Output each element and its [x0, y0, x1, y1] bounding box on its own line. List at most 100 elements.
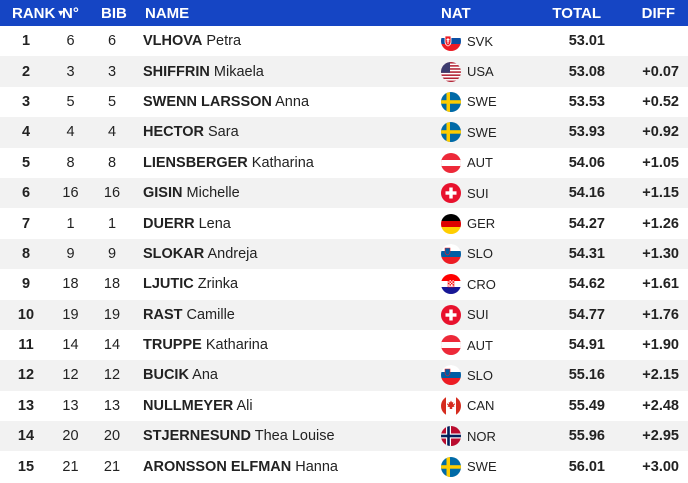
table-row[interactable]: 2 3 3 SHIFFRIN Mikaela USA 53.08 +0.07 [0, 56, 688, 87]
number-cell: 21 [62, 458, 79, 475]
athlete-name-cell[interactable]: TRUPPE Katharina [135, 337, 441, 353]
athlete-name-cell[interactable]: DUERR Lena [135, 216, 441, 232]
table-row[interactable]: 12 12 12 BUCIK Ana SLO 55.16 +2.15 [0, 360, 688, 391]
diff-cell: +3.00 [642, 458, 679, 475]
nation-cell: GER [441, 213, 521, 234]
nat-column-header[interactable]: NAT [441, 4, 471, 22]
athlete-firstname: Katharina [251, 154, 314, 171]
number-cell: 3 [66, 63, 75, 80]
usa-flag-icon [441, 61, 461, 82]
nor-flag-icon [441, 426, 461, 447]
table-row[interactable]: 15 21 21 ARONSSON ELFMAN Hanna SWE 56.01 +3.00 [0, 451, 688, 481]
diff-cell: +1.90 [642, 337, 679, 354]
table-row[interactable]: 1 6 6 VLHOVA Petra SVK 53.01 [0, 26, 688, 56]
athlete-name-cell[interactable]: SHIFFRIN Mikaela [135, 64, 441, 80]
diff-cell: +1.30 [642, 245, 679, 262]
table-row[interactable]: 13 13 13 NULLMEYER Ali CAN 55.49 +2.48 [0, 391, 688, 421]
athlete-surname: LJUTIC [143, 276, 194, 293]
total-time-cell: 54.31 [568, 245, 605, 262]
rank-cell: 2 [21, 63, 31, 80]
athlete-name-cell[interactable]: NULLMEYER Ali [135, 398, 441, 414]
total-time-cell: 53.93 [568, 124, 605, 141]
rank-cell: 15 [17, 458, 35, 475]
table-row[interactable]: 5 8 8 LIENSBERGER Katharina AUT 54.06 +1.05 [0, 148, 688, 178]
bib-cell: 8 [107, 154, 117, 171]
nation-cell: SWE [441, 91, 521, 112]
nation-cell: NOR [441, 426, 521, 447]
total-time-cell: 53.53 [568, 93, 605, 110]
number-cell: 19 [62, 306, 79, 323]
table-row[interactable]: 14 20 20 STJERNESUND Thea Louise NOR 55.96 +2.… [0, 421, 688, 452]
diff-cell: +2.95 [642, 428, 679, 445]
diff-column-header[interactable]: DIFF [641, 4, 675, 22]
athlete-surname: NULLMEYER [143, 397, 234, 414]
athlete-name-cell[interactable]: VLHOVA Petra [135, 33, 441, 49]
nation-cell: SLO [441, 365, 521, 386]
nation-cell: SWE [441, 122, 521, 143]
athlete-name-cell[interactable]: SLOKAR Andreja [135, 246, 441, 262]
athlete-name-cell[interactable]: LIENSBERGER Katharina [135, 155, 441, 171]
athlete-surname: BUCIK [143, 367, 189, 384]
sui-flag-icon [441, 183, 461, 204]
rank-cell: 11 [18, 337, 34, 354]
bib-cell: 3 [107, 63, 117, 80]
bib-column-header[interactable]: BIB [101, 4, 127, 22]
nation-code: SWE [467, 459, 497, 475]
table-row[interactable]: 11 14 14 TRUPPE Katharina AUT 54.91 +1.90 [0, 330, 688, 360]
diff-cell: +1.05 [642, 154, 679, 171]
athlete-surname: GISIN [143, 185, 183, 202]
nation-cell: AUT [441, 152, 521, 173]
bib-cell: 5 [107, 93, 117, 110]
nation-code: SWE [467, 124, 497, 140]
table-row[interactable]: 8 9 9 SLOKAR Andreja SLO 54.31 +1.30 [0, 238, 688, 270]
nation-cell: SUI [441, 304, 521, 325]
rank-column-header[interactable]: RANK▼ [12, 4, 66, 22]
total-time-cell: 55.16 [568, 367, 605, 384]
athlete-name-cell[interactable]: LJUTIC Zrinka [135, 276, 441, 292]
athlete-firstname: Ali [236, 397, 253, 414]
nation-cell: SLO [441, 243, 521, 264]
number-cell: 16 [62, 185, 79, 202]
rank-cell: 14 [17, 428, 35, 445]
rank-cell: 8 [21, 245, 31, 262]
number-cell: 8 [66, 154, 75, 171]
athlete-name-cell[interactable]: SWENN LARSSON Anna [135, 94, 441, 110]
total-time-cell: 55.49 [568, 397, 605, 414]
table-row[interactable]: 7 1 1 DUERR Lena GER 54.27 +1.26 [0, 208, 688, 238]
swe-flag-icon [441, 91, 461, 112]
athlete-surname: RAST [143, 306, 183, 323]
athlete-firstname: Hanna [295, 458, 338, 475]
athlete-name-cell[interactable]: RAST Camille [135, 307, 441, 323]
total-time-cell: 53.01 [568, 33, 605, 50]
nation-code: SUI [467, 307, 489, 323]
athlete-firstname: Andreja [207, 245, 258, 262]
athlete-surname: SWENN LARSSON [143, 93, 272, 110]
athlete-name-cell[interactable]: STJERNESUND Thea Louise [135, 428, 441, 444]
athlete-name-cell[interactable]: GISIN Michelle [135, 185, 441, 201]
athlete-name-cell[interactable]: BUCIK Ana [135, 367, 441, 383]
table-row[interactable]: 6 16 16 GISIN Michelle SUI 54.16 +1.15 [0, 177, 688, 209]
diff-cell: +0.92 [642, 124, 679, 141]
sort-down-icon[interactable]: ▼ [56, 7, 66, 18]
nation-code: AUT [467, 155, 493, 171]
total-column-header[interactable]: TOTAL [552, 4, 601, 22]
rank-cell: 7 [21, 215, 31, 232]
athlete-firstname: Sara [208, 124, 239, 141]
name-column-header[interactable]: NAME [145, 4, 190, 22]
athlete-firstname: Lena [198, 215, 231, 232]
no-column-header[interactable]: N° [62, 4, 79, 22]
total-time-cell: 54.62 [568, 276, 605, 293]
table-row[interactable]: 3 5 5 SWENN LARSSON Anna SWE 53.53 +0.52 [0, 87, 688, 117]
athlete-firstname: Petra [206, 33, 242, 50]
nation-cell: CRO [441, 274, 521, 295]
nation-code: SLO [467, 367, 494, 383]
bib-cell: 21 [103, 458, 121, 475]
table-row[interactable]: 10 19 19 RAST Camille SUI 54.77 +1.76 [0, 299, 688, 330]
athlete-name-cell[interactable]: HECTOR Sara [135, 124, 441, 140]
diff-cell: +1.26 [642, 215, 679, 232]
table-row[interactable]: 9 18 18 LJUTIC Zrinka CRO 54.62 +1.61 [0, 269, 688, 299]
table-row[interactable]: 4 4 4 HECTOR Sara SWE 53.93 +0.92 [0, 117, 688, 148]
athlete-name-cell[interactable]: ARONSSON ELFMAN Hanna [135, 459, 441, 475]
athlete-surname: STJERNESUND [143, 428, 251, 445]
